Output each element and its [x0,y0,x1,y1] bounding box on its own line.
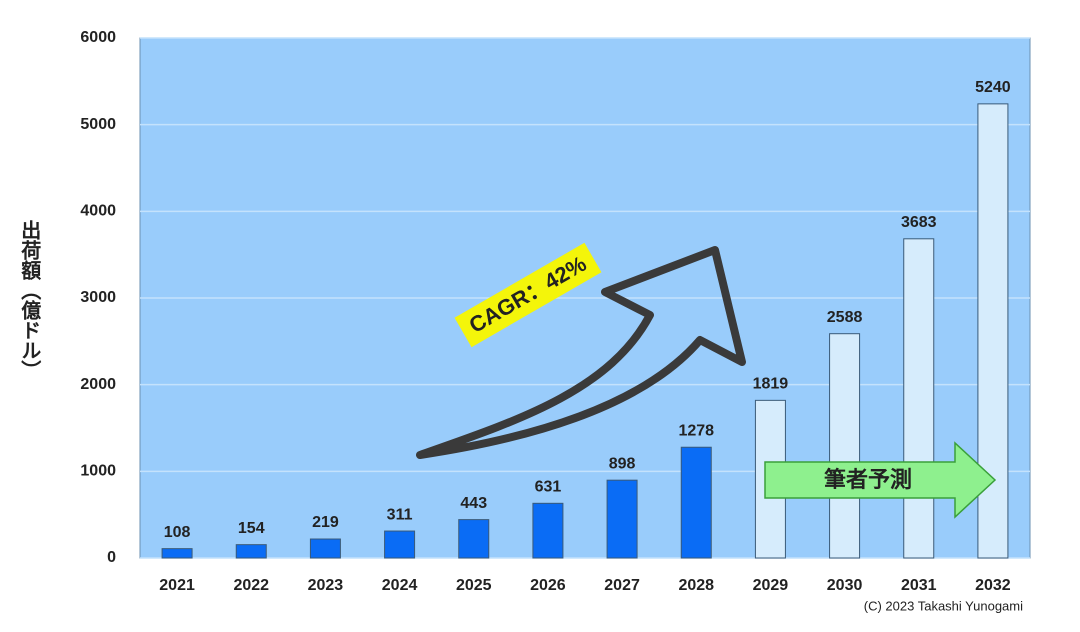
y-tick-label: 0 [107,549,116,566]
x-tick-label: 2032 [975,577,1011,594]
y-tick-label: 4000 [80,203,116,220]
value-label: 443 [460,495,487,512]
growth-arrow [416,246,746,459]
bar [235,544,267,559]
bar [680,446,712,559]
y-tick-label: 5000 [80,116,116,133]
y-tick-label: 1000 [80,463,116,480]
credit: (C) 2023 Takashi Yunogami [864,598,1023,613]
forecast-arrow [764,441,997,519]
bar [532,502,564,559]
x-tick-label: 2027 [604,577,640,594]
y-tick-label: 3000 [80,289,116,306]
bar [903,238,935,559]
x-tick-label: 2023 [308,577,344,594]
x-tick-label: 2028 [678,577,714,594]
x-tick-label: 2024 [382,577,418,594]
x-tick-label: 2025 [456,577,492,594]
y-tick-label: 6000 [80,29,116,46]
value-label: 3683 [901,214,937,231]
value-label: 1819 [753,376,789,393]
x-tick-label: 2029 [753,577,789,594]
x-tick-label: 2021 [159,577,195,594]
bar [829,333,861,559]
x-tick-label: 2022 [233,577,269,594]
value-label: 5240 [975,79,1011,96]
bar [384,530,416,559]
bar [458,519,490,559]
value-label: 2588 [827,309,863,326]
value-label: 1278 [678,422,714,439]
value-label: 219 [312,514,339,531]
y-axis-label: 出荷額（億ドル） [18,220,42,380]
x-tick-label: 2031 [901,577,937,594]
bar [309,538,341,559]
bar [161,548,193,559]
bar [606,479,638,559]
value-label: 154 [238,520,265,537]
value-label: 898 [609,455,636,472]
x-tick-label: 2026 [530,577,566,594]
value-label: 631 [535,479,562,496]
value-label: 311 [387,506,413,523]
y-tick-label: 2000 [80,376,116,393]
cagr-box [454,242,602,348]
value-label: 108 [164,524,191,541]
forecast-label: 筆者予測 [824,467,912,492]
x-tick-label: 2030 [827,577,863,594]
